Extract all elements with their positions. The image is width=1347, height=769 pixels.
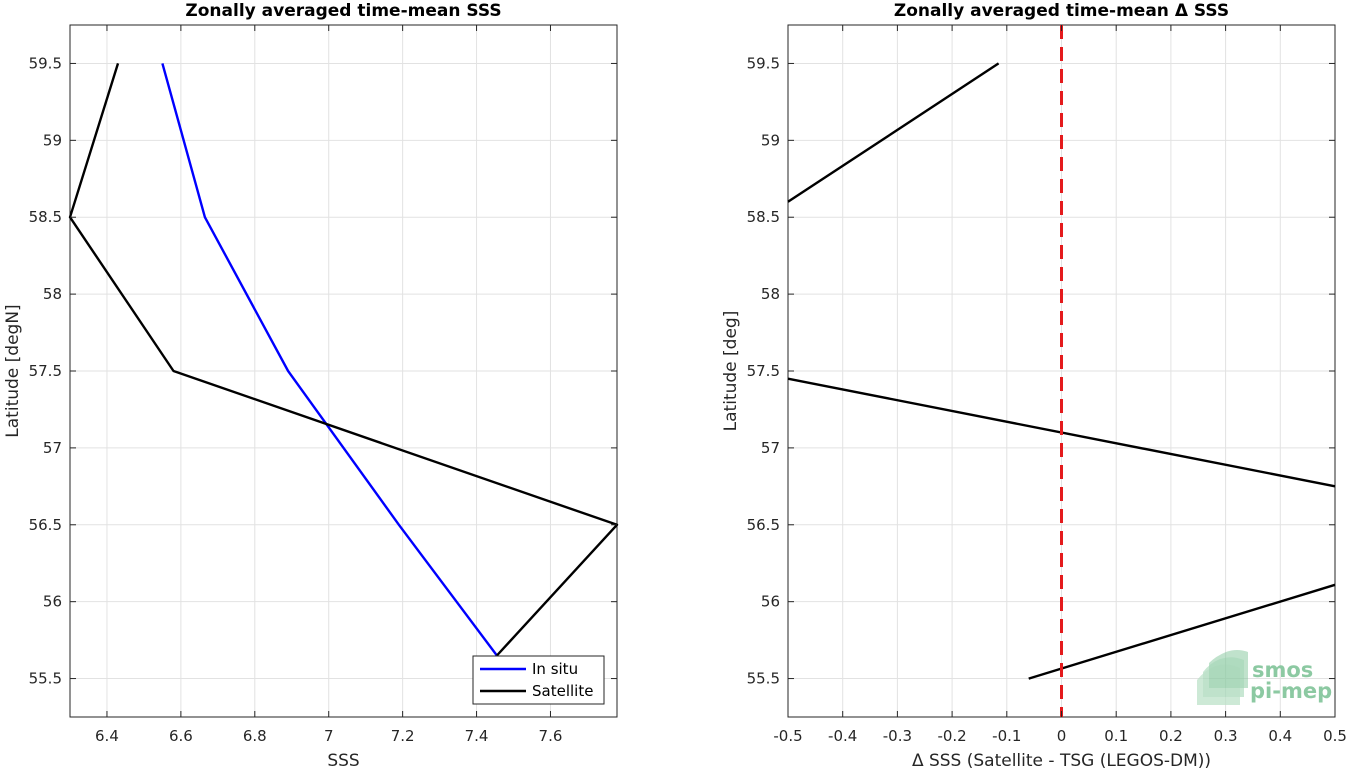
- right-chart-title: Zonally averaged time-mean Δ SSS: [894, 1, 1229, 21]
- x-tick-label: 6.8: [243, 727, 267, 745]
- x-tick-label: 0.3: [1214, 727, 1238, 745]
- x-tick-label: 7.6: [539, 727, 563, 745]
- y-tick-label: 59: [43, 131, 62, 149]
- x-tick-label: -0.4: [828, 727, 857, 745]
- right-panel-delta-sss: -0.5 -0.4 -0.3 -0.2 -0.1 0 0.1 0.2 0.3 0.4 0.5 55.…: [721, 1, 1347, 769]
- x-tick-label: 0: [1057, 727, 1067, 745]
- x-tick-label: 7.2: [391, 727, 415, 745]
- y-tick-label: 59.5: [29, 54, 62, 72]
- legend: In situ Satellite: [472, 655, 605, 705]
- logo-text-pi-mep: pi-mep: [1250, 679, 1332, 703]
- x-tick-label: 6.6: [169, 727, 193, 745]
- y-tick-label: 58.5: [747, 208, 780, 226]
- y-tick-label: 58: [43, 285, 62, 303]
- y-tick-label: 57.5: [29, 362, 62, 380]
- y-tick-label: 59: [761, 131, 780, 149]
- y-tick-label: 57: [761, 439, 780, 457]
- y-tick-label: 58.5: [29, 208, 62, 226]
- x-tick-label: 0.1: [1104, 727, 1128, 745]
- y-tick-label: 58: [761, 285, 780, 303]
- x-tick-label: 7.4: [465, 727, 489, 745]
- y-tick-label: 56.5: [747, 516, 780, 534]
- left-x-axis-label: SSS: [327, 751, 359, 769]
- logo-text-smos: smos: [1252, 658, 1313, 682]
- smos-pi-mep-logo: smos pi-mep: [1197, 650, 1332, 705]
- series-line-satellite: [68, 63, 619, 657]
- y-tick-label: 57.5: [747, 362, 780, 380]
- series-line-delta-sss: [787, 62, 1000, 203]
- left-panel-sss: 6.4 6.6 6.8 7 7.2 7.4 7.6 55.5 56 56.5 57 57.5 58 58…: [3, 1, 619, 769]
- left-chart-title: Zonally averaged time-mean SSS: [185, 1, 501, 21]
- x-tick-label: -0.1: [992, 727, 1021, 745]
- right-x-axis-label: Δ SSS (Satellite - TSG (LEGOS-DM)): [912, 751, 1211, 769]
- y-tick-label: 59.5: [747, 54, 780, 72]
- x-tick-label: 0.4: [1268, 727, 1292, 745]
- x-tick-label: 6.4: [95, 727, 119, 745]
- x-tick-label: 0.5: [1323, 727, 1347, 745]
- right-y-axis-label: Latitude [deg]: [721, 311, 741, 432]
- x-tick-label: 7: [324, 727, 334, 745]
- y-tick-label: 56: [761, 593, 780, 611]
- x-tick-label: 0.2: [1159, 727, 1183, 745]
- series-line-delta-sss: [1028, 583, 1336, 680]
- legend-box: [472, 655, 605, 705]
- left-y-axis-label: Latitude [degN]: [3, 304, 23, 437]
- y-tick-label: 55.5: [29, 670, 62, 688]
- y-tick-label: 55.5: [747, 670, 780, 688]
- x-tick-label: -0.5: [773, 727, 802, 745]
- x-tick-label: -0.2: [937, 727, 966, 745]
- series-line-in-situ: [161, 63, 498, 657]
- x-tick-label: -0.3: [883, 727, 912, 745]
- legend-label-satellite: Satellite: [532, 682, 593, 700]
- logo-wave-icon: [1197, 650, 1248, 705]
- y-tick-label: 56.5: [29, 516, 62, 534]
- y-tick-label: 57: [43, 439, 62, 457]
- legend-label-in-situ: In situ: [532, 660, 578, 678]
- y-tick-label: 56: [43, 593, 62, 611]
